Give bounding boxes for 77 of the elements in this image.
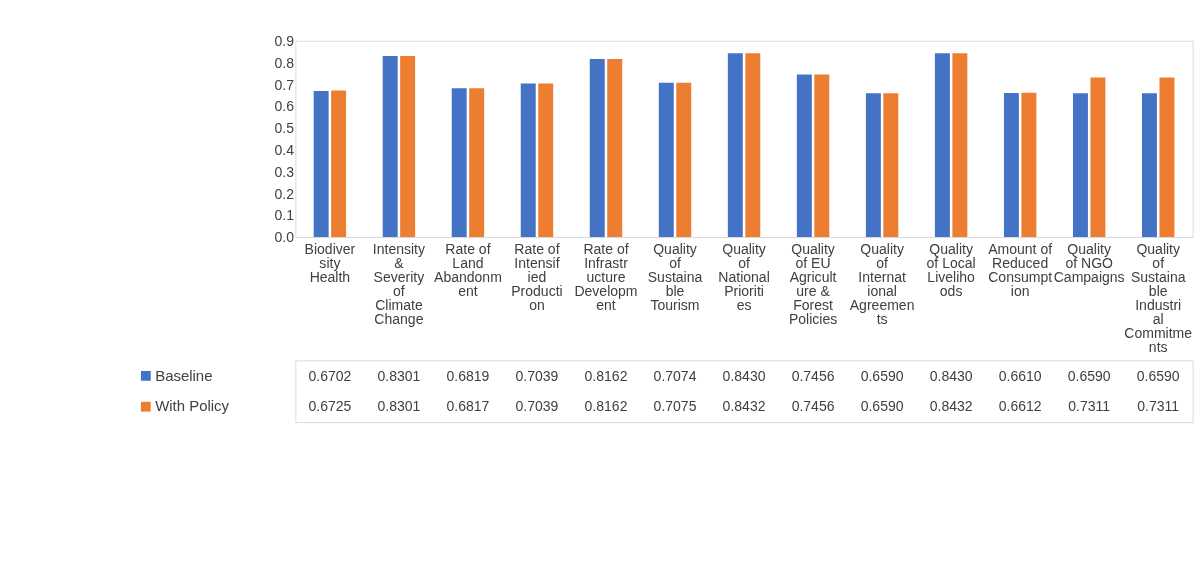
- bar: [520, 83, 536, 238]
- bar: [658, 82, 674, 238]
- data-label: 0.6590: [860, 367, 904, 384]
- y-tick-label: 0.8: [274, 54, 295, 71]
- bar: [451, 88, 467, 238]
- data-label: 0.8432: [929, 398, 973, 415]
- bar: [400, 56, 416, 238]
- data-label: 0.8430: [722, 367, 766, 384]
- bar: [331, 90, 347, 238]
- bar: [538, 83, 554, 238]
- bar: [1141, 93, 1157, 238]
- y-tick-label: 0.3: [274, 163, 295, 180]
- bar: [607, 59, 623, 238]
- y-tick-label: 0.1: [274, 207, 295, 224]
- bar: [313, 90, 329, 238]
- x-tick-label: Quality of Sustainable Tourism: [647, 241, 703, 314]
- bar: [814, 74, 830, 238]
- x-tick-label: Biodiversity Health: [304, 241, 356, 286]
- y-tick-label: 0.6: [274, 98, 295, 115]
- x-tick-label: Rate of Intensified Production: [511, 241, 563, 314]
- data-label: 0.8162: [584, 367, 628, 384]
- data-label: 0.7074: [653, 367, 697, 384]
- x-tick-label: Intensity & Severity of Climate Change: [372, 241, 426, 328]
- bar: [952, 53, 968, 238]
- bar: [1021, 92, 1037, 238]
- legend-label: With Policy: [155, 397, 230, 415]
- data-label: 0.8301: [377, 398, 421, 415]
- bar: [1072, 93, 1088, 238]
- data-label: 0.8430: [929, 367, 973, 384]
- data-label: 0.6610: [998, 367, 1042, 384]
- bar: [865, 93, 881, 238]
- data-label: 0.7456: [791, 367, 835, 384]
- x-tick-label: Quality of Sustainable Industrial Commitments: [1124, 241, 1193, 356]
- data-label: 0.8432: [722, 398, 766, 415]
- y-tick-label: 0.0: [274, 229, 295, 246]
- bar: [1159, 77, 1175, 238]
- bar: [796, 74, 812, 238]
- data-label: 0.6725: [308, 398, 352, 415]
- x-tick-label: Rate of Infrastructure Development: [574, 241, 638, 314]
- bar: [1090, 77, 1106, 238]
- data-label: 0.8301: [377, 367, 421, 384]
- bar: [1003, 92, 1019, 238]
- data-label: 0.7075: [653, 398, 697, 415]
- data-label: 0.6590: [860, 398, 904, 415]
- data-label: 0.7456: [791, 398, 835, 415]
- x-tick-label: Quality of EU Agriculture & Forest Policies: [788, 241, 838, 328]
- legend-label: Baseline: [155, 366, 213, 384]
- bar: [745, 53, 761, 238]
- bar: [469, 88, 485, 238]
- data-label: 0.6817: [446, 398, 490, 415]
- data-label: 0.6590: [1136, 367, 1180, 384]
- data-label: 0.7039: [515, 398, 559, 415]
- y-tick-label: 0.5: [274, 120, 295, 137]
- y-tick-label: 0.9: [274, 32, 295, 49]
- data-label: 0.7311: [1068, 398, 1111, 415]
- bar: [727, 53, 743, 238]
- data-label: 0.7311: [1137, 398, 1180, 415]
- x-tick-label: Quality of NGO Campaigns: [1053, 241, 1125, 286]
- bar: [589, 59, 605, 238]
- data-label: 0.6590: [1067, 367, 1111, 384]
- data-label: 0.7039: [515, 367, 559, 384]
- x-tick-label: Rate of Land Abandonment: [434, 241, 502, 300]
- y-tick-label: 0.7: [274, 76, 295, 93]
- data-label: 0.6819: [446, 367, 490, 384]
- y-tick-label: 0.2: [274, 185, 295, 202]
- bar: [934, 53, 950, 238]
- x-tick-label: Quality of International Agreements: [849, 241, 915, 328]
- data-label: 0.6612: [998, 398, 1042, 415]
- bar: [382, 56, 398, 238]
- y-tick-label: 0.4: [274, 141, 295, 158]
- x-tick-label: Amount of Reduced Consumption: [988, 241, 1053, 300]
- x-tick-label: Quality of Local Livelihoods: [926, 241, 976, 300]
- bar: [676, 82, 692, 238]
- data-label: 0.6702: [308, 367, 352, 384]
- bar: [883, 93, 899, 238]
- x-tick-label: Quality of National Priorities: [718, 241, 770, 314]
- data-label: 0.8162: [584, 398, 628, 415]
